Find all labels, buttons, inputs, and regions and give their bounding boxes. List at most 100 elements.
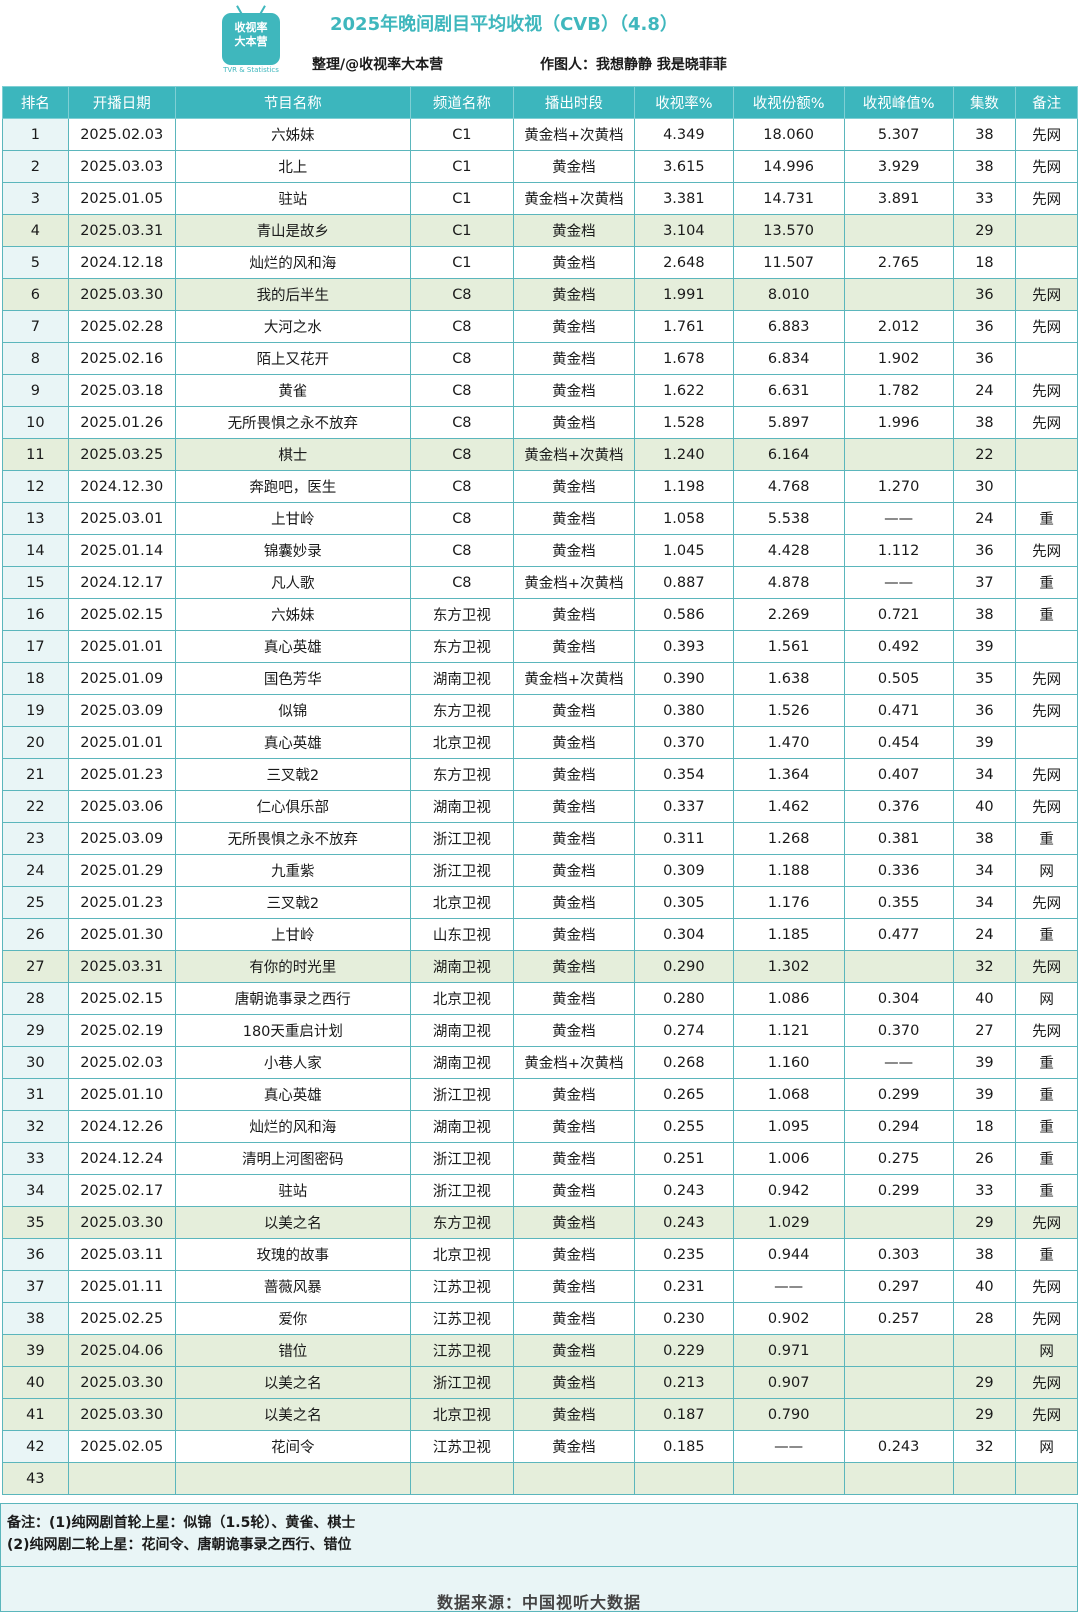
cell-channel: C1 — [409, 246, 514, 279]
cell-remark: 先网 — [1015, 662, 1078, 695]
cell-time-slot: 黄金档+次黄档 — [512, 182, 636, 215]
cell-program-name: 玫瑰的故事 — [174, 1238, 411, 1271]
cell-program-name: 仁心俱乐部 — [174, 790, 411, 823]
cell-episodes: 38 — [952, 118, 1017, 151]
cell-rating: 4.349 — [634, 118, 734, 151]
cell-program-name: 180天重启计划 — [174, 1014, 411, 1047]
table-row: 16 2025.02.15 六姊妹 东方卫视 黄金档 0.586 2.269 0.721 38 重 — [2, 598, 1078, 631]
cell-peak: 0.243 — [843, 1430, 954, 1463]
cell-channel: 北京卫视 — [409, 886, 514, 919]
cell-peak: 0.477 — [843, 918, 954, 951]
cell-remark: 重 — [1015, 502, 1078, 535]
cell-episodes: 27 — [952, 1014, 1017, 1047]
cell-remark: 先网 — [1015, 150, 1078, 183]
cell-peak: —— — [843, 566, 954, 599]
cell-episodes: 29 — [952, 1206, 1017, 1239]
cell-program-name: 无所畏惧之永不放弃 — [174, 406, 411, 439]
cell-start-date: 2025.02.03 — [67, 118, 176, 151]
cell-rating: 1.198 — [634, 470, 734, 503]
cell-peak: 1.902 — [843, 342, 954, 375]
cell-start-date: 2024.12.26 — [67, 1110, 176, 1143]
cell-rank: 10 — [2, 406, 69, 439]
cell-peak: 0.304 — [843, 982, 954, 1015]
cell-peak: 3.891 — [843, 182, 954, 215]
cell-remark: 先网 — [1015, 790, 1078, 823]
cell-rating: 0.370 — [634, 726, 734, 759]
cell-channel: 北京卫视 — [409, 982, 514, 1015]
table-row: 20 2025.01.01 真心英雄 北京卫视 黄金档 0.370 1.470 0.454 39 — [2, 726, 1078, 759]
cell-start-date: 2024.12.17 — [67, 566, 176, 599]
cell-rating: 0.265 — [634, 1078, 734, 1111]
cell-rating: 0.586 — [634, 598, 734, 631]
cell-remark: 先网 — [1015, 1366, 1078, 1399]
cell-start-date: 2025.01.05 — [67, 182, 176, 215]
cell-start-date: 2025.03.31 — [67, 214, 176, 247]
column-header-channel: 频道名称 — [409, 86, 514, 119]
cell-rating: 0.213 — [634, 1366, 734, 1399]
cell-rating: 0.243 — [634, 1206, 734, 1239]
cell-rating: 1.058 — [634, 502, 734, 535]
cell-rating: 0.235 — [634, 1238, 734, 1271]
cell-peak: 0.294 — [843, 1110, 954, 1143]
cell-channel: 江苏卫视 — [409, 1334, 514, 1367]
cell-share: 1.526 — [732, 694, 845, 727]
cell-episodes: 32 — [952, 950, 1017, 983]
cell-share: 1.006 — [732, 1142, 845, 1175]
logo-line1: 收视率 — [234, 21, 268, 34]
cell-channel: C8 — [409, 502, 514, 535]
cell-remark: 重 — [1015, 1238, 1078, 1271]
cell-peak: 0.257 — [843, 1302, 954, 1335]
cell-rank: 35 — [2, 1206, 69, 1239]
cell-start-date: 2025.03.09 — [67, 822, 176, 855]
cell-remark — [1015, 438, 1078, 471]
cell-start-date: 2025.03.03 — [67, 150, 176, 183]
cell-share: 6.834 — [732, 342, 845, 375]
cell-channel: 湖南卫视 — [409, 662, 514, 695]
cell-time-slot: 黄金档 — [512, 1206, 636, 1239]
cell-channel: C8 — [409, 534, 514, 567]
cell-channel: C8 — [409, 566, 514, 599]
cell-share: 6.631 — [732, 374, 845, 407]
cell-rating: 0.274 — [634, 1014, 734, 1047]
table-row: 5 2024.12.18 灿烂的风和海 C1 黄金档 2.648 11.507 2.765 18 — [2, 246, 1078, 279]
cell-peak: 0.721 — [843, 598, 954, 631]
cell-program-name: 国色芳华 — [174, 662, 411, 695]
cell-rank: 34 — [2, 1174, 69, 1207]
cell-episodes: 38 — [952, 598, 1017, 631]
cell-start-date: 2025.02.15 — [67, 598, 176, 631]
notes-box: 备注：(1)纯网剧首轮上星：似锦（1.5轮）、黄雀、棋士 (2)纯网剧二轮上星：… — [0, 1503, 1078, 1567]
cell-start-date: 2025.03.25 — [67, 438, 176, 471]
cell-channel: C1 — [409, 182, 514, 215]
cell-episodes: 36 — [952, 694, 1017, 727]
cell-remark: 先网 — [1015, 1302, 1078, 1335]
table-row: 37 2025.01.11 蔷薇风暴 江苏卫视 黄金档 0.231 —— 0.297 40 先网 — [2, 1270, 1078, 1303]
table-row: 34 2025.02.17 驻站 浙江卫视 黄金档 0.243 0.942 0.299 33 重 — [2, 1174, 1078, 1207]
cell-time-slot: 黄金档 — [512, 278, 636, 311]
cell-rating: 0.393 — [634, 630, 734, 663]
cell-remark: 先网 — [1015, 1398, 1078, 1431]
cell-rank: 19 — [2, 694, 69, 727]
column-header-program-name: 节目名称 — [174, 86, 411, 119]
cell-peak — [843, 1366, 954, 1399]
cell-episodes: 24 — [952, 374, 1017, 407]
cell-time-slot: 黄金档 — [512, 1398, 636, 1431]
cell-channel: 北京卫视 — [409, 726, 514, 759]
cell-episodes: 32 — [952, 1430, 1017, 1463]
cell-remark: 重 — [1015, 598, 1078, 631]
table-row: 21 2025.01.23 三叉戟2 东方卫视 黄金档 0.354 1.364 0.407 34… — [2, 758, 1078, 791]
cell-episodes: 22 — [952, 438, 1017, 471]
table-row: 31 2025.01.10 真心英雄 浙江卫视 黄金档 0.265 1.068 0.299 39… — [2, 1078, 1078, 1111]
cell-peak: 0.355 — [843, 886, 954, 919]
cell-channel: 湖南卫视 — [409, 790, 514, 823]
cell-peak: 2.765 — [843, 246, 954, 279]
cell-share: 14.731 — [732, 182, 845, 215]
cell-rank: 20 — [2, 726, 69, 759]
cell-start-date: 2025.01.23 — [67, 886, 176, 919]
cell-channel: 江苏卫视 — [409, 1302, 514, 1335]
cell-start-date: 2025.02.16 — [67, 342, 176, 375]
table-row: 38 2025.02.25 爱你 江苏卫视 黄金档 0.230 0.902 0.257 28 先网 — [2, 1302, 1078, 1335]
cell-time-slot: 黄金档 — [512, 790, 636, 823]
cell-episodes: 36 — [952, 310, 1017, 343]
cell-remark: 重 — [1015, 1110, 1078, 1143]
table-row: 1 2025.02.03 六姊妹 C1 黄金档+次黄档 4.349 18.060 5.307 3… — [2, 118, 1078, 151]
